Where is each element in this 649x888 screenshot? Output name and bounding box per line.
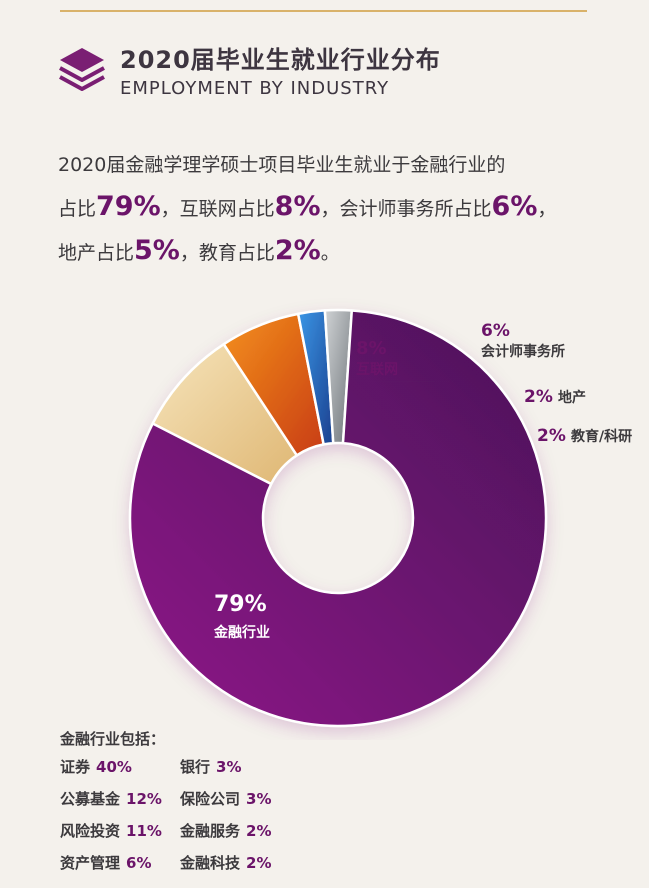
breakdown-item: 银行 3% [180, 756, 241, 777]
breakdown-item-name: 证券 [60, 758, 91, 776]
finance-percent: 79% [96, 191, 161, 222]
breakdown-item: 公募基金 12% [60, 788, 162, 809]
breakdown-item-value: 2% [246, 822, 272, 840]
breakdown-item-name: 金融服务 [180, 822, 241, 840]
breakdown-item: 金融科技 2% [180, 852, 271, 873]
summary-text: 地产占比 [58, 242, 135, 264]
slice-value-label: 79% [214, 592, 267, 617]
layers-icon [59, 48, 105, 91]
slice-category-label: 互联网 [356, 362, 398, 378]
breakdown-item: 证券 40% [60, 756, 132, 777]
slice-value-label: 8% [356, 338, 387, 359]
breakdown-item: 风险投资 11% [60, 820, 162, 841]
accounting-percent: 6% [491, 191, 538, 222]
breakdown-item-value: 6% [126, 854, 152, 872]
summary-text: ，互联网占比 [160, 198, 275, 220]
summary-paragraph: 2020届金融学理学硕士项目毕业生就业于金融行业的 占比79%，互联网占比8%，会… [58, 145, 618, 274]
breakdown-item-name: 银行 [180, 758, 211, 776]
breakdown-item: 资产管理 6% [60, 852, 151, 873]
internet-percent: 8% [274, 191, 321, 222]
breakdown-item-value: 12% [126, 790, 162, 808]
summary-text: ，教育占比 [179, 242, 275, 264]
slice-value-label: 6% [481, 321, 510, 341]
summary-text: ，会计师事务所占比 [320, 198, 492, 220]
realestate-percent: 5% [134, 235, 180, 266]
breakdown-item-value: 2% [246, 854, 272, 872]
summary-text: 。 [320, 242, 340, 264]
industry-donut-chart: 79% 金融行业 8% 互联网 6% 会计师事务所 2% 地产 2% 教育/科研 [128, 308, 632, 728]
slice-category-label: 教育/科研 [571, 428, 632, 445]
page-subtitle: EMPLOYMENT BY INDUSTRY [120, 78, 390, 99]
breakdown-item-name: 风险投资 [60, 822, 121, 840]
page-title: 2020届毕业生就业行业分布 [120, 46, 441, 74]
breakdown-item-value: 40% [96, 758, 132, 776]
education-percent: 2% [274, 235, 321, 266]
breakdown-item-name: 资产管理 [60, 854, 121, 872]
slice-category-label: 金融行业 [213, 624, 270, 641]
summary-text: 2020届金融学理学硕士项目毕业生就业于金融行业的 [58, 154, 506, 176]
breakdown-item-name: 金融科技 [180, 854, 241, 872]
slice-value-label: 2% [537, 426, 566, 446]
top-divider [60, 10, 587, 12]
summary-text: ， [537, 198, 557, 220]
breakdown-item: 金融服务 2% [180, 820, 271, 841]
slice-value-label: 2% [524, 387, 553, 407]
slice-category-label: 会计师事务所 [481, 343, 565, 360]
breakdown-item-value: 11% [126, 822, 162, 840]
breakdown-item-value: 3% [246, 790, 272, 808]
slice-category-label: 地产 [558, 389, 586, 406]
breakdown-item-name: 保险公司 [180, 790, 241, 808]
summary-text: 占比 [58, 198, 97, 220]
breakdown-item-value: 3% [216, 758, 242, 776]
breakdown-title: 金融行业包括： [60, 730, 166, 748]
pie-slice-0 [128, 309, 548, 728]
breakdown-item: 保险公司 3% [180, 788, 271, 809]
breakdown-item-name: 公募基金 [60, 790, 121, 808]
